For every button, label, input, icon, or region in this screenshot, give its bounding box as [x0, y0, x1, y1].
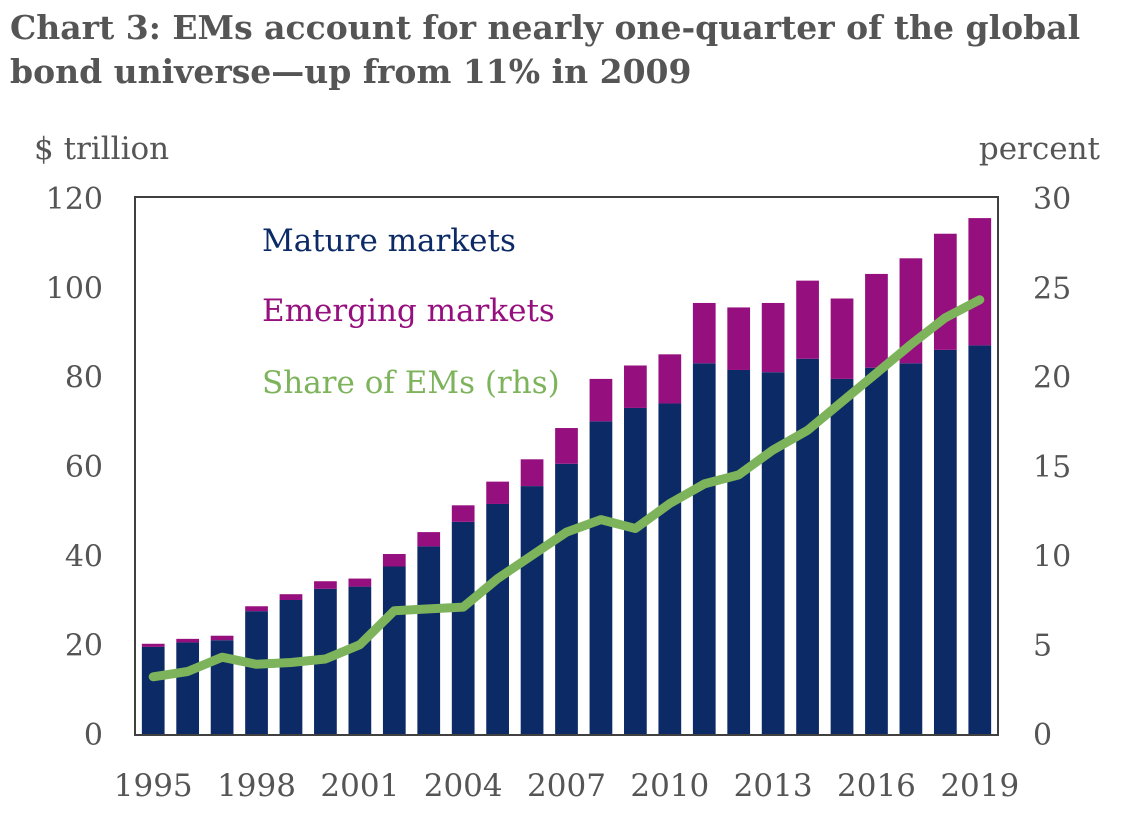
left-tick-label: 60: [65, 450, 103, 485]
right-tick-label: 0: [1033, 718, 1052, 753]
bar-emerging-1995: [141, 643, 165, 647]
bar-emerging-2012: [727, 307, 751, 370]
left-tick-label: 20: [65, 629, 103, 664]
bar-emerging-2009: [624, 365, 647, 408]
bar-emerging-1998: [245, 606, 268, 612]
left-tick-label: 0: [84, 718, 103, 753]
right-tick-label: 25: [1033, 271, 1071, 306]
chart-title: Chart 3: EMs account for nearly one-quar…: [10, 8, 1081, 91]
plot-area-frame: [134, 196, 999, 736]
x-tick-label: 2004: [424, 768, 503, 804]
bar-mature-1995: [141, 646, 165, 734]
bar-emerging-2019: [968, 218, 992, 346]
bar-mature-2009: [624, 407, 647, 734]
right-tick-label: 20: [1033, 361, 1071, 396]
bar-mature-2010: [658, 403, 682, 734]
right-axis-label: percent: [979, 131, 1101, 167]
bar-mature-2011: [692, 363, 716, 734]
right-tick-label: 10: [1033, 539, 1071, 574]
bar-mature-2008: [589, 421, 613, 734]
bar-emerging-1997: [210, 635, 234, 641]
bar-mature-2012: [727, 369, 751, 734]
bar-mature-2005: [486, 503, 509, 734]
x-tick-label: 2007: [527, 768, 606, 804]
bar-mature-2017: [899, 363, 923, 734]
bar-mature-2015: [830, 378, 854, 734]
bar-mature-2004: [451, 521, 475, 734]
bar-emerging-2002: [382, 553, 406, 567]
bar-emerging-2007: [555, 428, 578, 464]
bar-mature-2013: [761, 372, 785, 734]
x-tick-label: 2001: [320, 768, 399, 804]
x-tick-label: 2016: [837, 768, 916, 804]
bar-mature-2003: [417, 546, 441, 734]
bar-emerging-2010: [658, 354, 682, 404]
bar-emerging-2016: [865, 273, 888, 368]
left-tick-label: 80: [65, 361, 103, 396]
bar-emerging-2003: [417, 532, 441, 547]
bar-emerging-2014: [796, 280, 819, 359]
right-tick-label: 5: [1033, 629, 1052, 664]
bar-mature-2007: [555, 463, 578, 734]
x-axis: 1995 1998 2001 2004 2007 2010 2013 2016 2019: [114, 768, 1019, 804]
x-tick-label: 2010: [630, 768, 709, 804]
share-line-layer: [148, 295, 985, 682]
x-tick-label: 2013: [734, 768, 813, 804]
bar-mature-2014: [796, 358, 819, 734]
bar-emerging-2011: [692, 302, 716, 364]
bar-mature-2016: [865, 367, 888, 734]
bar-emerging-2006: [520, 459, 544, 487]
right-tick-label: 15: [1033, 450, 1071, 485]
bar-emerging-2001: [348, 578, 372, 587]
bar-mature-2001: [348, 586, 372, 734]
bar-mature-2002: [382, 566, 406, 734]
x-tick-label: 2019: [940, 768, 1019, 804]
legend-share-of-ems: Share of EMs (rhs): [262, 365, 560, 401]
legend: Mature markets Emerging markets Share of…: [262, 223, 560, 401]
left-axis-label: $ trillion: [34, 131, 169, 167]
bar-mature-2018: [933, 349, 957, 734]
bar-emerging-2004: [451, 505, 475, 522]
bar-emerging-2005: [486, 481, 509, 504]
left-axis: 0 20 40 60 80 100 120: [46, 182, 103, 753]
left-tick-label: 100: [46, 271, 103, 306]
bar-mature-1996: [176, 642, 200, 734]
bar-emerging-2000: [314, 581, 337, 589]
bar-emerging-2015: [830, 298, 854, 379]
left-tick-label: 120: [46, 182, 103, 217]
x-tick-label: 1995: [114, 768, 193, 804]
bar-mature-1998: [245, 611, 268, 734]
x-tick-label: 1998: [217, 768, 296, 804]
bar-mature-2006: [520, 486, 544, 734]
bar-emerging-1996: [176, 638, 200, 643]
bar-emerging-1999: [279, 594, 303, 600]
bar-mature-2019: [968, 345, 992, 734]
left-tick-label: 40: [65, 539, 103, 574]
bar-emerging-2008: [589, 378, 613, 422]
bar-emerging-2013: [761, 302, 785, 373]
right-tick-label: 30: [1033, 182, 1071, 217]
bar-emerging-2018: [933, 233, 957, 350]
legend-emerging-markets: Emerging markets: [262, 293, 555, 329]
legend-mature-markets: Mature markets: [262, 223, 516, 259]
right-axis: 0 5 10 15 20 25 30: [1033, 182, 1071, 753]
